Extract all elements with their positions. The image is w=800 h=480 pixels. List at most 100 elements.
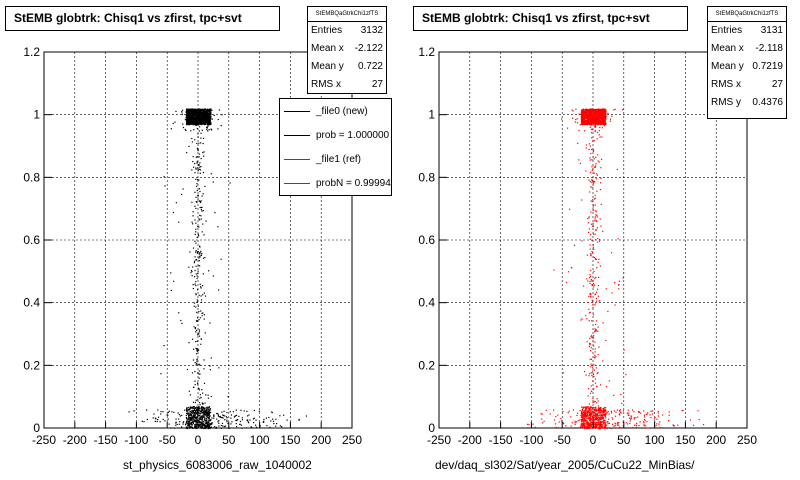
data-point: [201, 120, 203, 122]
data-point: [173, 280, 175, 282]
data-point: [590, 417, 592, 419]
data-point: [163, 344, 165, 347]
data-point: [188, 425, 190, 427]
data-point: [195, 249, 197, 252]
data-point: [612, 418, 614, 420]
data-point: [197, 116, 199, 119]
data-point: [591, 411, 593, 413]
data-point: [586, 413, 589, 416]
data-point: [191, 426, 193, 429]
data-point: [583, 114, 586, 116]
data-point: [593, 109, 595, 111]
data-point: [196, 179, 199, 181]
data-point: [587, 421, 589, 423]
data-point: [190, 114, 192, 117]
data-point: [273, 422, 275, 425]
data-point: [594, 194, 596, 196]
data-point: [586, 254, 588, 256]
data-point: [585, 123, 587, 126]
data-point: [574, 420, 576, 422]
data-point: [589, 275, 592, 278]
data-point: [195, 341, 197, 343]
data-point: [591, 252, 594, 254]
data-point: [195, 284, 197, 287]
data-point: [636, 424, 638, 426]
data-point: [594, 197, 596, 199]
data-point: [583, 119, 585, 121]
data-point: [672, 424, 674, 426]
data-point: [596, 398, 598, 400]
data-point: [637, 416, 639, 418]
data-point: [283, 414, 285, 416]
data-point: [197, 124, 200, 126]
data-point: [206, 418, 208, 420]
data-point: [198, 253, 200, 255]
data-point: [201, 119, 203, 121]
data-point: [593, 427, 595, 429]
data-point: [595, 120, 598, 123]
data-point: [598, 118, 600, 121]
data-point: [589, 114, 591, 116]
data-point: [191, 223, 194, 225]
data-point: [200, 295, 202, 297]
data-point: [603, 124, 606, 127]
data-point: [195, 331, 197, 333]
data-point: [187, 406, 189, 409]
y-tick-label: 0.2: [418, 358, 435, 372]
data-point: [590, 116, 592, 118]
data-point: [208, 109, 210, 112]
left-x-axis-title: st_physics_6083006_raw_1040002: [123, 458, 312, 472]
data-point: [172, 211, 174, 214]
data-point: [581, 111, 584, 113]
data-point: [590, 347, 592, 349]
data-point: [605, 424, 607, 427]
data-point: [584, 422, 586, 424]
data-point: [206, 425, 209, 427]
data-point: [582, 113, 585, 115]
data-point: [593, 112, 596, 115]
data-point: [220, 427, 222, 429]
data-point: [189, 412, 191, 414]
data-point: [591, 416, 594, 419]
data-point: [587, 222, 589, 224]
data-point: [583, 285, 585, 287]
data-point: [589, 123, 591, 125]
data-point: [587, 118, 589, 120]
data-point: [235, 414, 238, 416]
data-point: [202, 312, 204, 314]
data-point: [596, 117, 598, 119]
data-point: [197, 414, 199, 416]
data-point: [586, 114, 588, 116]
data-point: [592, 410, 594, 412]
data-point: [201, 406, 203, 408]
data-point: [198, 425, 200, 427]
data-point: [581, 424, 583, 426]
data-point: [581, 121, 583, 124]
data-point: [203, 415, 205, 417]
data-point: [603, 111, 605, 114]
data-point: [196, 117, 199, 120]
data-point: [578, 113, 580, 115]
data-point: [593, 166, 596, 168]
data-point: [208, 419, 210, 421]
data-point: [596, 119, 599, 121]
data-point: [204, 116, 206, 118]
data-point: [168, 423, 170, 425]
data-point: [591, 180, 594, 182]
data-point: [202, 193, 204, 195]
data-point: [600, 122, 602, 124]
data-point: [595, 219, 597, 222]
data-point: [224, 419, 226, 421]
data-point: [194, 370, 196, 373]
data-point: [195, 120, 197, 123]
data-point: [196, 406, 198, 408]
data-point: [188, 390, 190, 392]
data-point: [263, 418, 265, 421]
data-point: [592, 112, 594, 114]
data-point: [201, 408, 203, 410]
data-point: [569, 208, 571, 210]
data-point: [603, 409, 605, 411]
data-point: [187, 412, 189, 414]
data-point: [585, 116, 588, 119]
data-point: [175, 418, 177, 420]
